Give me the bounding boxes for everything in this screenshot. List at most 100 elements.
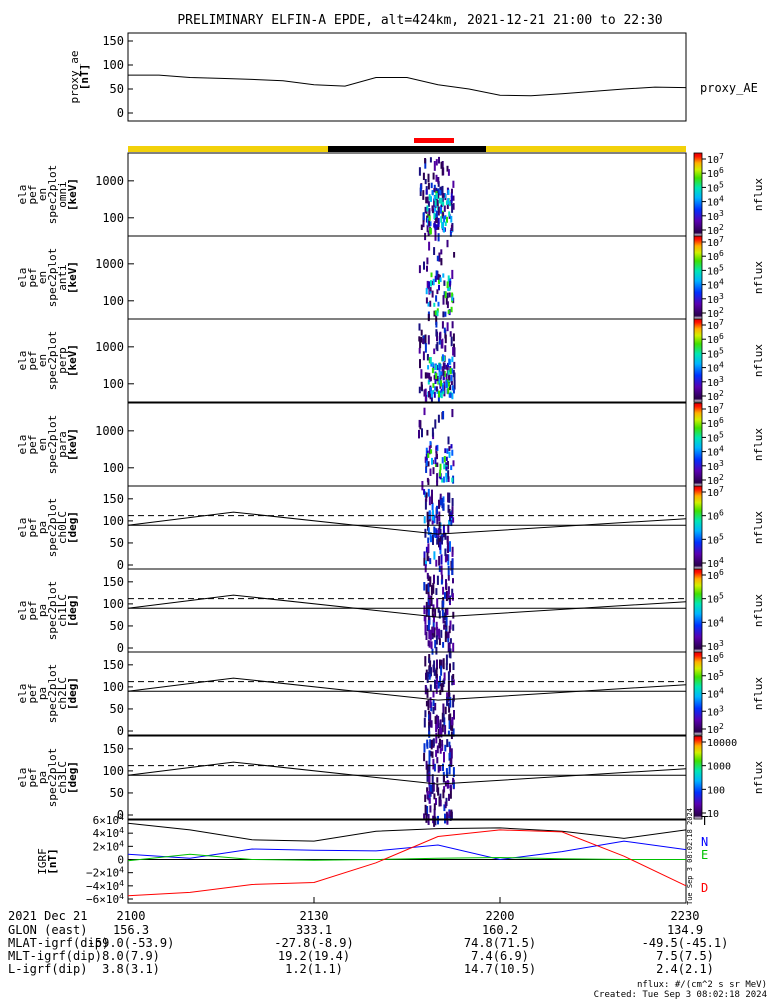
panel-ch2LC-ytick-label-3: 0 — [117, 724, 124, 738]
panel-perp-core-57 — [445, 380, 448, 387]
panel-ch2LC-speckle-46 — [434, 679, 436, 689]
panel-ch3LC-speckle-97 — [431, 751, 434, 758]
footer-row-0-col1: 2100 — [117, 909, 146, 923]
panel-ch2LC-speckle-72 — [437, 681, 440, 689]
panel-anti-speckle-24 — [440, 249, 443, 255]
panel-anti-core-27 — [434, 275, 437, 283]
panel-ch0LC-speckle-67 — [438, 556, 441, 566]
proxy-ae-ylabel: proxy_ae[nT] — [68, 51, 91, 104]
panel-ch2LC-ylabel-line-3: spec2plot — [46, 664, 59, 724]
panel-anti-core-19 — [425, 297, 428, 304]
panel-ch0LC-speckle-34 — [425, 560, 427, 567]
panel-ch1LC-speckle-71 — [426, 605, 429, 613]
panel-anti: 1000100elapefenspec2plotanti[keV]1071061… — [16, 235, 765, 325]
panel-anti-speckle-14 — [440, 258, 443, 266]
panel-ch3LC-speckle-67 — [430, 739, 433, 750]
panel-ch1LC-speckle-80 — [445, 624, 448, 630]
panel-ch3LC-speckle-26 — [452, 777, 455, 785]
panel-ch0LC-speckle-100 — [423, 516, 426, 524]
panel-perp-core-74 — [443, 356, 446, 362]
panel-para-core-25 — [451, 449, 454, 456]
panel-omni-speckle-67 — [451, 203, 454, 213]
panel-ch3LC-speckle-45 — [452, 767, 455, 778]
panel-ch1LC-speckle-29 — [432, 619, 435, 630]
panel-para-ylabel-line-3: spec2plot — [46, 415, 59, 475]
panel-omni-core-89 — [450, 224, 453, 232]
panel-perp-core-69 — [428, 391, 430, 398]
proxy-ae-ytick-label-2: 50 — [110, 82, 124, 96]
panel-perp-speckle-15 — [443, 386, 446, 397]
panel-ch0LC-speckle-38 — [431, 518, 434, 525]
panel-anti-colorbar-label-3: 104 — [707, 278, 724, 292]
panel-para-core-9 — [445, 472, 448, 478]
panel-omni-core-24 — [433, 195, 436, 201]
panel-omni-core-67 — [434, 207, 437, 212]
panel-ch3LC-speckle-72 — [443, 752, 445, 763]
igrf-series-E — [127, 853, 686, 862]
proxy-ae-line — [128, 74, 687, 97]
panel-ch2LC-speckle-75 — [437, 722, 440, 729]
panel-ch0LC-speckle-91 — [452, 517, 455, 523]
panel-ch3LC-loss-cone — [127, 761, 687, 785]
panel-ch1LC-speckle-25 — [435, 588, 438, 595]
panel-ch0LC-speckle-33 — [451, 546, 454, 555]
panel-ch1LC-speckle-21 — [436, 575, 439, 585]
panel-ch0LC-ytick-label-1: 100 — [102, 514, 124, 528]
igrf-series-D — [127, 829, 687, 897]
panel-omni-colorbar-label-5: 102 — [707, 223, 724, 237]
panel-ch2LC-colorbar: 106 105 104 103 102 nflux — [693, 651, 765, 736]
panel-omni-speckle-51 — [452, 195, 455, 201]
panel-ch0LC-colorbar-label-0: 107 — [707, 485, 724, 499]
panel-ch3LC-frame — [127, 735, 687, 820]
figure-title: PRELIMINARY ELFIN-A EPDE, alt=424km, 202… — [177, 13, 662, 28]
panel-omni-ylabel-line-4: omni — [56, 181, 69, 208]
panel-para-speckle-20 — [431, 427, 434, 437]
panel-ch2LC-speckle-32 — [439, 675, 442, 685]
panel-perp-speckle-48 — [443, 327, 446, 333]
panel-ch0LC-speckle-27 — [442, 496, 445, 503]
panel-ch3LC-speckle-99 — [433, 815, 436, 827]
panel-ch3LC-speckle-40 — [433, 763, 436, 772]
panel-ch3LC-colorbar: 10000 1000 100 10 nflux — [693, 735, 765, 820]
panel-ch3LC-speckle-50 — [447, 780, 450, 788]
footer-row-3-col3: 7.4(6.9) — [471, 949, 529, 963]
panel-anti-core-3 — [442, 273, 445, 278]
panel-ch1LC-speckle-40 — [435, 647, 438, 655]
panel-ch2LC-speckle-44 — [428, 721, 431, 728]
panel-perp-speckle-57 — [419, 338, 422, 349]
panel-ch1LC-speckle-99 — [425, 610, 428, 617]
panel-ch3LC-speckle-16 — [441, 744, 444, 751]
panel-omni-core-80 — [437, 206, 440, 213]
panel-ch2LC-speckle-90 — [438, 727, 441, 737]
panel-ch1LC-speckle-79 — [425, 584, 428, 595]
panel-omni-ylabel-line-1: pef — [26, 185, 39, 205]
science-zone-marker — [414, 138, 454, 143]
panel-para-speckle-16 — [437, 414, 440, 423]
panel-anti-speckle-21 — [428, 241, 431, 251]
panel-ch1LC-speckle-108 — [426, 572, 429, 579]
panel-ch2LC-speckle-0 — [453, 710, 455, 720]
panel-anti-speckle-26 — [435, 295, 438, 302]
panel-ch0LC-ylabel-line-2: pa — [36, 521, 49, 534]
panel-perp-core-17 — [434, 378, 437, 385]
panel-ch2LC-colorbar-label-3: 103 — [707, 704, 724, 718]
panel-anti-core-32 — [436, 310, 439, 317]
panel-omni-frame — [127, 152, 687, 237]
panel-ch3LC-speckle-48 — [436, 777, 439, 783]
footer-row-0-col2: 2130 — [300, 909, 329, 923]
panel-perp-core-39 — [433, 375, 436, 380]
created-timestamp: Created: Tue Sep 3 08:02:18 2024 — [594, 990, 767, 1000]
panel-ch1LC-colorbar-title: nflux — [752, 594, 765, 627]
footer-row-2-col2: -27.8(-8.9) — [274, 936, 353, 950]
panel-ch1LC-speckle-90 — [444, 621, 447, 627]
panel-anti-core-36 — [433, 302, 436, 307]
panel-ch3LC-speckle-101 — [428, 774, 431, 786]
panel-anti-speckle-28 — [443, 291, 446, 297]
panel-ch0LC-speckle-87 — [431, 493, 433, 505]
panel-ch1LC-speckle-26 — [451, 593, 454, 601]
panel-anti-speckle-15 — [435, 270, 438, 278]
panel-para-speckle-24 — [423, 407, 426, 416]
panel-ch2LC-ylabel-line-1: pef — [26, 684, 39, 704]
panel-perp-colorbar-label-1: 106 — [707, 332, 724, 346]
panel-ch0LC-speckle-10 — [447, 492, 450, 503]
